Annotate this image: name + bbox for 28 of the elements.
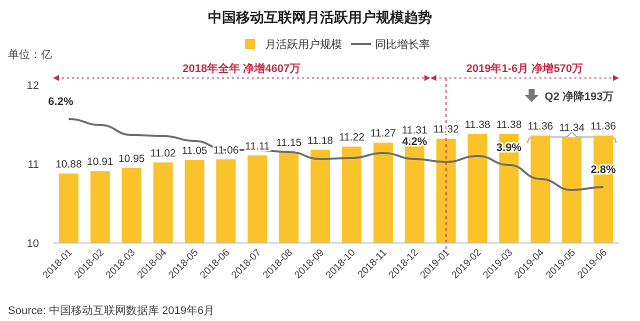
data-label: 6.2% xyxy=(48,96,74,108)
data-label: 11.02 xyxy=(150,147,176,160)
data-label: 11.38 xyxy=(464,118,490,131)
annotation: Q2 净降193万 xyxy=(544,90,614,103)
y-tick-label: 11 xyxy=(28,159,39,171)
data-label: 11.32 xyxy=(433,124,459,136)
y-axis-title: 单位：亿 xyxy=(8,48,52,61)
data-label: 11.27 xyxy=(370,128,396,140)
data-label: 11.18 xyxy=(308,134,334,147)
data-label: 11.05 xyxy=(182,145,208,158)
text: 2019年1-6月 净增570万 xyxy=(466,62,584,75)
data-label: 11.34 xyxy=(559,122,585,134)
legend-label: 同比增长率 xyxy=(375,38,430,51)
data-label: 11.31 xyxy=(402,124,428,137)
data-label: 11.15 xyxy=(276,137,302,150)
legend-label: 月活跃用户规模 xyxy=(265,38,342,51)
text: 2018年全年 净增4607万 xyxy=(182,62,301,75)
data-label: 11.36 xyxy=(590,120,616,133)
data-label: 10.88 xyxy=(56,158,82,170)
data-label: 11.38 xyxy=(496,118,522,131)
data-label: 11.22 xyxy=(338,132,365,144)
y-tick-label: 10 xyxy=(26,238,39,250)
data-label: 10.95 xyxy=(118,152,145,165)
source-note: Source: 中国移动互联网数据库 2019年6月 xyxy=(8,304,215,317)
y-tick-label: 12 xyxy=(26,80,39,92)
chart-title: 中国移动互联网月活跃用户规模趋势 xyxy=(208,9,432,25)
data-label: 10.91 xyxy=(87,156,114,168)
data-label: 11.36 xyxy=(528,120,554,133)
